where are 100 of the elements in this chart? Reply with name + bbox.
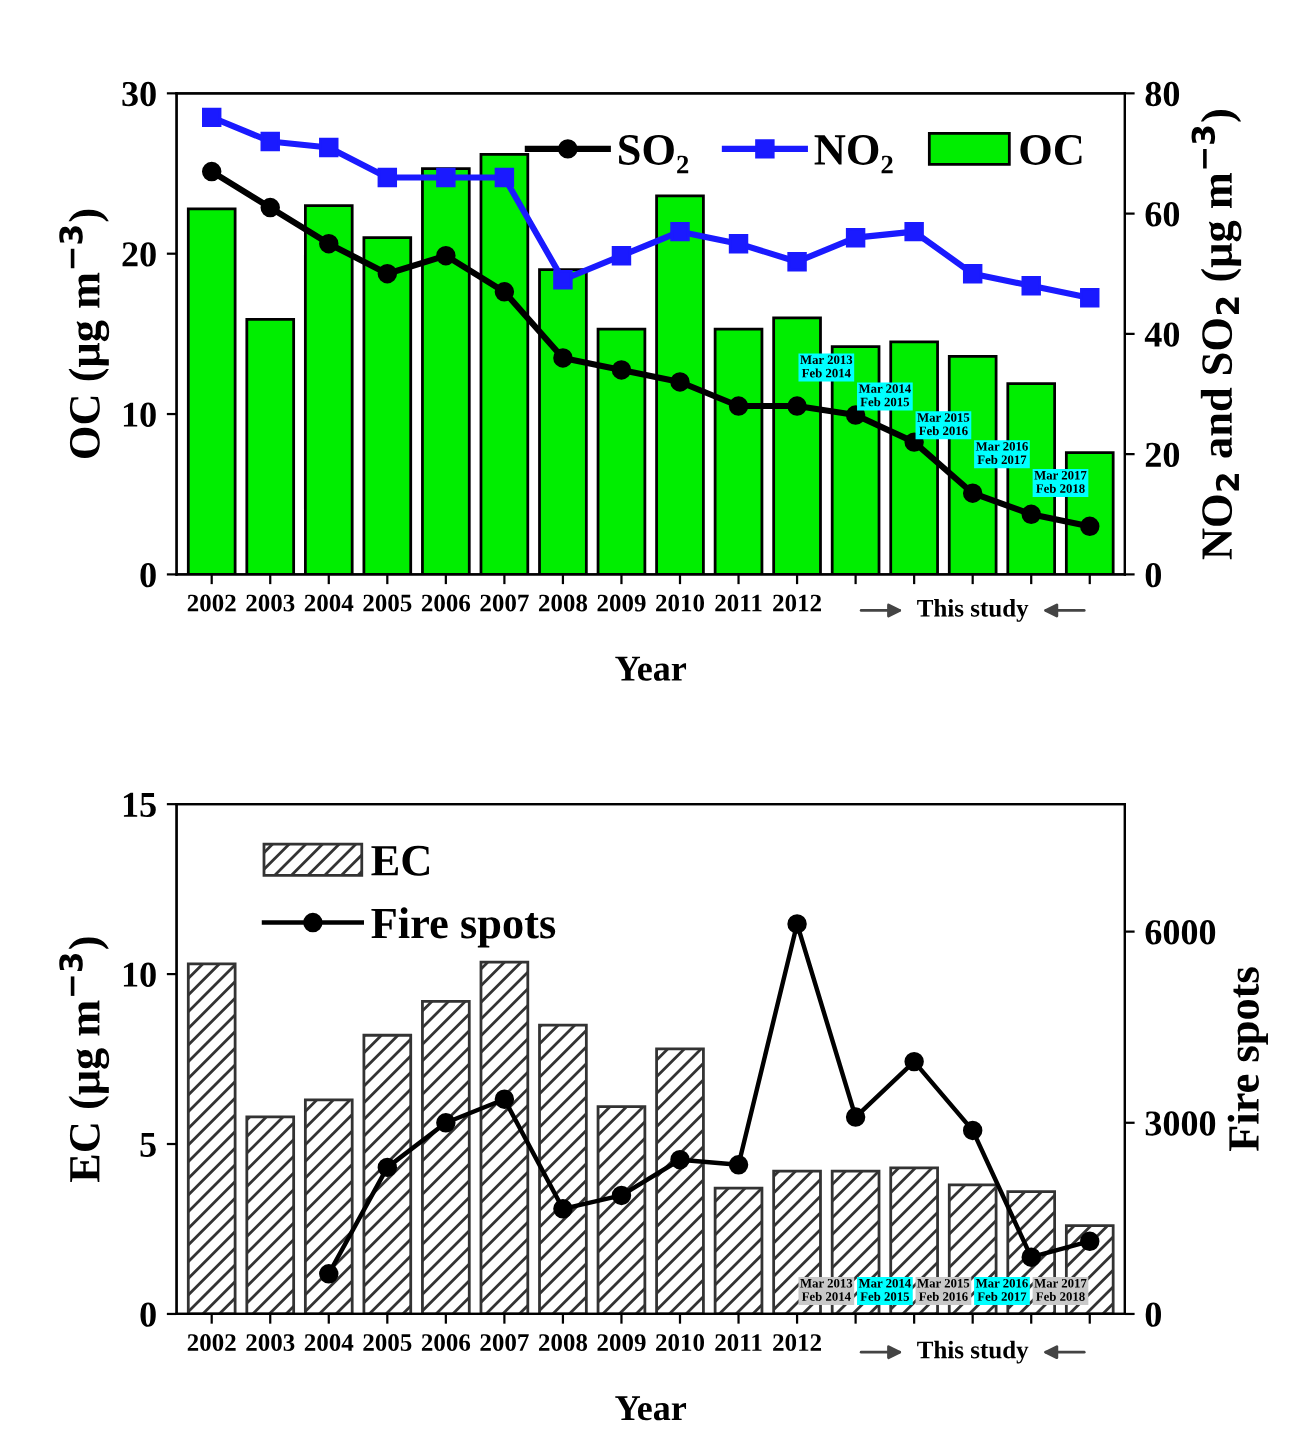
- point: [962, 1120, 983, 1141]
- point: [787, 396, 807, 416]
- y2-tick-label: 20: [1145, 442, 1180, 468]
- bar: [772, 1169, 822, 1314]
- text: This study: [917, 1340, 1029, 1364]
- y2-tick-label: 80: [1145, 81, 1180, 107]
- point: [553, 1199, 573, 1219]
- x-tick-label: 2009: [597, 594, 646, 612]
- point: [845, 227, 866, 248]
- x-tick-label: 2010: [656, 594, 705, 612]
- point: [494, 167, 515, 188]
- legend-label: OC: [1020, 135, 1082, 165]
- x-tick-label: 2007: [480, 594, 529, 612]
- point: [201, 107, 222, 128]
- x-tick-label: 2009: [597, 1334, 646, 1351]
- point: [377, 264, 398, 284]
- point: [553, 348, 573, 368]
- y2-tick-label: 40: [1144, 322, 1180, 347]
- y-tick-label: 0: [140, 1302, 156, 1327]
- point: [1021, 504, 1041, 524]
- bar: [713, 1186, 764, 1314]
- point: [319, 233, 339, 254]
- y-tick-label: 30: [122, 81, 156, 107]
- x-tick-label: 2006: [421, 1334, 471, 1351]
- point: [1021, 1247, 1041, 1267]
- point: [1080, 288, 1100, 308]
- bar: [421, 999, 471, 1314]
- y-tick-label: 15: [123, 792, 156, 818]
- bar: [538, 1023, 588, 1314]
- point: [904, 221, 924, 242]
- y2-tick-label: 0: [1145, 1302, 1161, 1327]
- point: [787, 914, 807, 934]
- legend-label: Fire spots: [371, 907, 556, 948]
- x-tick-label: 2004: [304, 594, 354, 612]
- point: [260, 197, 280, 218]
- x-axis-title: Year: [615, 1396, 687, 1421]
- point: [201, 161, 222, 182]
- x-tick-label: 2007: [480, 1334, 529, 1351]
- point: [611, 1185, 632, 1206]
- x-tick-label: 2002: [187, 1334, 236, 1351]
- x-tick-label: 2008: [538, 594, 588, 612]
- point: [1080, 516, 1100, 537]
- y-tick-label: 20: [122, 242, 156, 267]
- point: [611, 360, 632, 380]
- x-tick-label: 2005: [363, 594, 412, 612]
- legend-label: EC: [371, 845, 430, 876]
- point: [670, 372, 690, 392]
- bar: [186, 962, 237, 1314]
- x-axis-title: Year: [615, 656, 687, 681]
- point: [962, 264, 983, 284]
- x-tick-label: 2003: [246, 1334, 295, 1351]
- point: [319, 137, 339, 158]
- point: [845, 405, 866, 425]
- bar: [479, 960, 530, 1314]
- point: [1080, 1231, 1100, 1252]
- point: [728, 396, 749, 416]
- point: [377, 167, 398, 188]
- x-tick-label: 2008: [538, 1334, 588, 1351]
- x-tick-label: 2003: [246, 594, 295, 612]
- bar: [596, 1105, 647, 1314]
- point: [845, 1107, 866, 1127]
- point: [436, 167, 456, 188]
- point: [494, 282, 515, 302]
- y2-axis-title: Fire spots: [1227, 967, 1268, 1152]
- point: [436, 245, 456, 266]
- x-tick-label: 2011: [715, 1334, 762, 1351]
- point: [728, 233, 749, 254]
- bar: [362, 1033, 413, 1314]
- y2-tick-label: 6000: [1145, 920, 1216, 945]
- point: [611, 245, 632, 266]
- point: [904, 1051, 924, 1072]
- x-tick-label: 2010: [656, 1334, 705, 1351]
- point: [670, 221, 690, 242]
- y2-axis-title: NO$_{2}$ and SO$_{2}$ (μg m$^{−3}$): [1191, 110, 1242, 560]
- point: [319, 1264, 339, 1284]
- point: [1021, 276, 1041, 296]
- y-axis-title: OC (μg m$^{−3}$): [59, 209, 110, 458]
- bar: [303, 1098, 354, 1314]
- point: [670, 1150, 690, 1170]
- y2-tick-label: 60: [1145, 202, 1180, 227]
- y-axis-title: EC (μg m$^{−3}$): [59, 937, 110, 1183]
- y2-tick-label: 0: [1145, 562, 1161, 588]
- x-tick-label: 2005: [363, 1334, 412, 1351]
- y-tick-label: 5: [140, 1132, 156, 1157]
- x-tick-label: 2006: [421, 594, 471, 612]
- y2-tick-label: 3000: [1145, 1111, 1216, 1136]
- legend-label: NO₂: [814, 135, 893, 174]
- x-tick-label: 2012: [773, 1334, 821, 1351]
- bar: [245, 1115, 296, 1314]
- x-tick-label: 2011: [715, 594, 762, 612]
- x-tick-label: 2012: [773, 594, 821, 612]
- text: This study: [917, 599, 1029, 622]
- point: [377, 1157, 398, 1178]
- x-tick-label: 2002: [187, 594, 236, 612]
- point: [962, 483, 983, 503]
- y-tick-label: 0: [140, 562, 156, 588]
- point: [553, 270, 573, 290]
- point: [728, 1155, 749, 1175]
- point: [260, 131, 280, 152]
- point: [436, 1113, 456, 1133]
